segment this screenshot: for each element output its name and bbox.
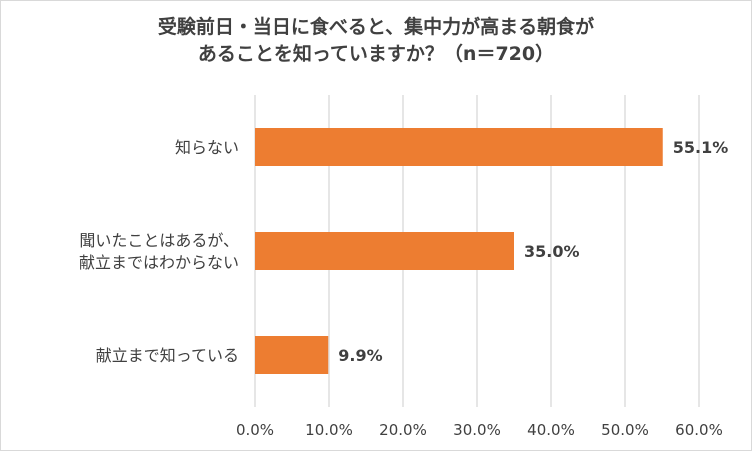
bar <box>255 232 514 270</box>
category-label: 聞いたことはあるが、 <box>79 231 239 250</box>
data-label: 55.1% <box>673 138 729 157</box>
tick-labels: 0.0% 10.0% 20.0% 30.0% 40.0% 50.0% 60.0% <box>236 421 723 439</box>
chart-title-line-2: あることを知っていますか？（n＝720） <box>197 43 555 65</box>
x-tick-label: 30.0% <box>453 421 501 439</box>
bar <box>255 336 329 374</box>
chart-title-line-1: 受験前日・当日に食べると、集中力が高まる朝食が <box>157 16 595 38</box>
x-tick-label: 50.0% <box>601 421 649 439</box>
data-label: 9.9% <box>338 346 382 365</box>
bars <box>255 128 663 374</box>
category-label: 献立まではわからない <box>79 253 239 272</box>
chart-title: 受験前日・当日に食べると、集中力が高まる朝食が あることを知っていますか？（n＝… <box>0 14 752 68</box>
category-label: 知らない <box>175 138 239 157</box>
bar <box>255 128 663 166</box>
category-label: 献立まで知っている <box>96 346 239 365</box>
x-tick-label: 60.0% <box>675 421 723 439</box>
x-tick-label: 40.0% <box>527 421 575 439</box>
x-tick-label: 20.0% <box>379 421 427 439</box>
x-tick-label: 0.0% <box>236 421 274 439</box>
data-labels: 55.1% 35.0% 9.9% <box>338 138 728 365</box>
x-tick-label: 10.0% <box>305 421 353 439</box>
data-label: 35.0% <box>524 242 580 261</box>
